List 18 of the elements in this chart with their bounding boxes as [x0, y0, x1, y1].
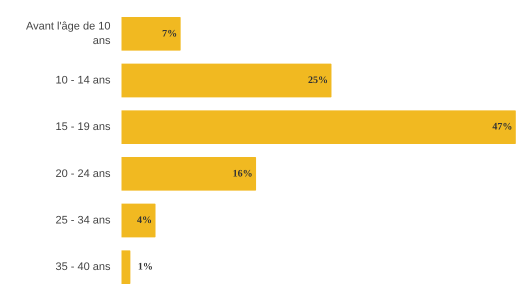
data-label: 7% — [162, 28, 178, 40]
data-label: 47% — [492, 122, 512, 133]
bar — [122, 64, 332, 98]
data-label: 4% — [137, 215, 152, 226]
bar — [122, 17, 181, 51]
data-label: 1% — [138, 262, 153, 273]
y-tick-label: Avant l'âge de 10 ans — [26, 20, 111, 48]
bar — [122, 204, 156, 238]
data-label: 25% — [308, 75, 328, 86]
y-tick-label: 15 - 19 ans — [55, 121, 111, 134]
bar — [122, 110, 516, 144]
y-tick-label: 10 - 14 ans — [55, 74, 111, 86]
bar — [122, 157, 256, 191]
y-tick-label: 35 - 40 ans — [55, 261, 111, 274]
data-label: 16% — [232, 168, 253, 180]
y-tick-label: 20 - 24 ans — [55, 168, 111, 180]
bar — [122, 250, 130, 284]
y-tick-label: 25 - 34 ans — [55, 214, 111, 226]
